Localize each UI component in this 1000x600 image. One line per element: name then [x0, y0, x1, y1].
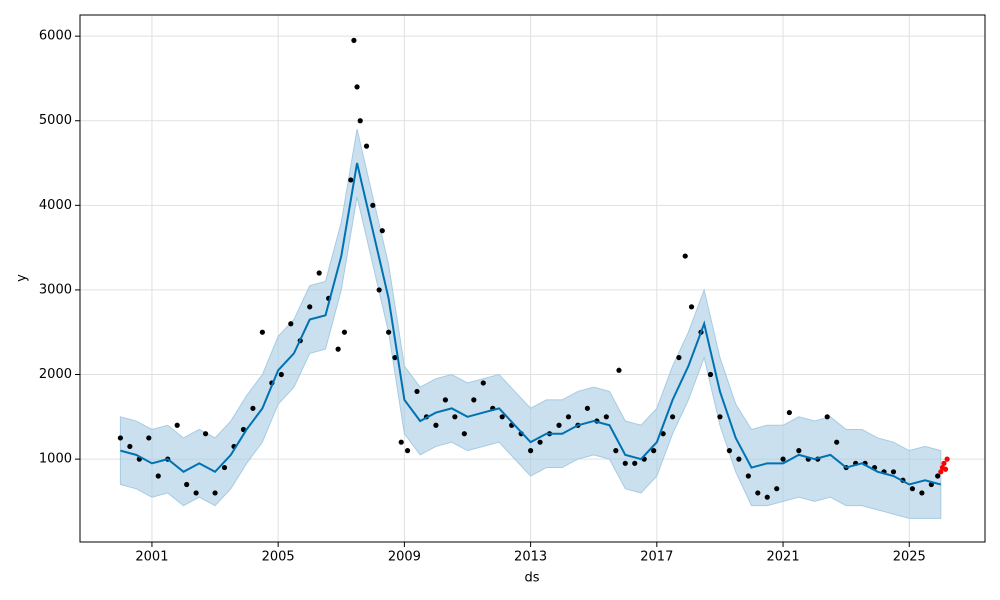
observed-point [736, 456, 742, 462]
observed-point [370, 202, 376, 208]
observed-point [780, 456, 786, 462]
observed-point [442, 397, 449, 403]
observed-point [755, 490, 761, 496]
observed-point [796, 448, 802, 454]
observed-point [565, 414, 572, 420]
observed-point [745, 473, 751, 479]
observed-point [193, 490, 199, 496]
observed-point [433, 422, 439, 428]
y-tick-label: 1000 [39, 452, 72, 467]
x-tick-label: 2025 [893, 550, 926, 565]
y-tick-label: 4000 [39, 198, 72, 213]
observed-point [632, 460, 638, 466]
observed-point [688, 304, 695, 310]
observed-point [670, 414, 676, 420]
x-tick-label: 2005 [262, 550, 295, 565]
observed-point [250, 405, 256, 411]
observed-point [824, 414, 830, 420]
observed-point [376, 287, 382, 293]
x-tick-label: 2009 [388, 550, 421, 565]
observed-point [452, 414, 458, 420]
observed-point [357, 118, 363, 124]
observed-point [471, 397, 477, 403]
forecast-line [120, 162, 942, 486]
observed-point [351, 37, 357, 43]
y-tick-label: 3000 [39, 282, 72, 297]
observed-point [726, 448, 733, 454]
observed-point [537, 439, 543, 445]
observed-point [354, 84, 360, 90]
observed-point [221, 464, 228, 471]
x-tick-label: 2001 [135, 550, 168, 565]
observed-point [184, 481, 190, 488]
observed-point [392, 354, 398, 361]
observed-point [499, 414, 505, 420]
observed-point [278, 371, 284, 378]
observed-point [155, 473, 161, 479]
y-axis-label: y [15, 274, 30, 282]
observed-point [651, 448, 657, 454]
observed-point [348, 177, 354, 183]
observed-point [890, 469, 897, 475]
observed-point [676, 354, 682, 361]
x-tick-label: 2021 [767, 550, 800, 565]
observed-point [127, 443, 133, 450]
observed-point [556, 422, 562, 428]
recent-point [938, 469, 944, 475]
x-axis-label: ds [524, 571, 539, 586]
recent-point [942, 466, 949, 472]
observed-point [386, 329, 392, 335]
observed-point [613, 448, 619, 454]
plot-frame [79, 14, 986, 543]
observed-point [212, 490, 218, 496]
observed-point [461, 431, 467, 437]
observed-point [919, 490, 925, 496]
x-tick-label: 2013 [514, 550, 547, 565]
observed-point [117, 435, 123, 441]
uncertainty-band [119, 129, 942, 519]
observed-point [764, 494, 770, 500]
observed-point [307, 304, 313, 310]
x-tick-label: 2017 [640, 550, 673, 565]
observed-point [404, 448, 411, 454]
observed-point [834, 439, 840, 445]
observed-point [786, 409, 792, 416]
observed-point [660, 431, 666, 437]
observed-point [398, 439, 404, 445]
observed-point [707, 371, 714, 378]
observed-point [480, 380, 486, 386]
observed-point [603, 414, 609, 420]
observed-point [935, 473, 941, 479]
y-tick-label: 2000 [39, 367, 72, 382]
y-tick-label: 5000 [39, 113, 72, 128]
observed-point [584, 405, 591, 411]
observed-point [379, 228, 385, 234]
observed-point [717, 414, 723, 420]
observed-point [288, 321, 294, 327]
observed-point [174, 422, 180, 428]
observed-point [616, 367, 622, 373]
observed-point [528, 448, 534, 454]
observed-point [146, 435, 152, 441]
observed-point [202, 431, 209, 437]
observed-point [341, 329, 348, 335]
observed-point [682, 253, 688, 259]
observed-point [316, 270, 322, 276]
observed-point [774, 486, 780, 492]
recent-point [941, 460, 947, 466]
observed-point [414, 388, 420, 395]
observed-point [259, 329, 265, 335]
observed-point [622, 460, 628, 466]
observed-point [363, 143, 370, 149]
y-tick-label: 6000 [39, 29, 72, 44]
recent-point [944, 456, 950, 462]
observed-point [909, 486, 916, 492]
observed-point [335, 346, 341, 352]
